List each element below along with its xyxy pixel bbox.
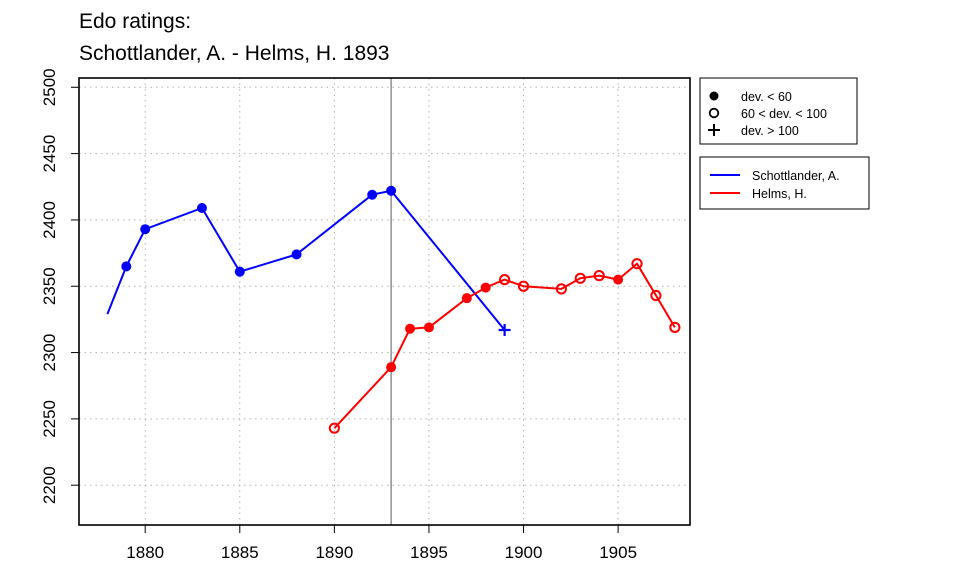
series-2 [328, 258, 681, 434]
x-tick-label: 1895 [410, 543, 448, 562]
data-point [498, 324, 511, 337]
chart-title: Edo ratings: [79, 10, 191, 33]
data-point [574, 272, 586, 284]
data-point [423, 322, 434, 333]
data-point [196, 202, 207, 213]
data-point [121, 261, 132, 272]
data-point [386, 185, 397, 196]
x-tick-label: 1880 [126, 543, 164, 562]
series-line [106, 189, 506, 331]
series-legend: Schottlander, A. Helms, H. [699, 156, 870, 210]
marker-legend: dev. < 60 60 < dev. < 100 dev. > 100 [699, 77, 858, 145]
data-point [386, 362, 397, 373]
data-point [631, 258, 643, 270]
x-tick-label: 1890 [315, 543, 353, 562]
x-tick-label: 1905 [599, 543, 637, 562]
legend-label-dev-60-100: 60 < dev. < 100 [741, 107, 827, 121]
data-point [517, 280, 530, 292]
x-tick-label: 1885 [221, 543, 259, 562]
series-line [333, 262, 676, 429]
data-point [593, 270, 605, 282]
data-point [613, 274, 624, 285]
data-point [650, 289, 662, 302]
series-layer [106, 185, 681, 434]
data-point [480, 282, 491, 293]
data-point [234, 266, 245, 277]
legend-label-dev-gt-100: dev. > 100 [741, 124, 799, 138]
series-legend-box [699, 156, 870, 210]
legend-series-schottlander: Schottlander, A. [752, 169, 840, 183]
data-point [140, 224, 151, 235]
y-tick-label: 2450 [40, 135, 59, 173]
data-point [367, 189, 378, 200]
y-tick-label: 2400 [40, 201, 59, 239]
y-tick-label: 2250 [40, 400, 59, 438]
x-axis: 1880 1885 1890 1895 1900 1905 [126, 524, 637, 562]
data-point [499, 274, 511, 286]
legend-filled-circle-icon [709, 91, 719, 101]
legend-series-helms: Helms, H. [752, 187, 807, 201]
x-tick-label: 1900 [505, 543, 543, 562]
data-point [669, 321, 681, 333]
legend-plus-icon [708, 124, 720, 136]
data-point [555, 283, 567, 295]
legend-label-dev-lt-60: dev. < 60 [741, 90, 792, 104]
y-tick-label: 2500 [40, 68, 59, 106]
y-axis: 2200 2250 2300 2350 2400 2450 2500 [40, 68, 80, 504]
y-tick-label: 2300 [40, 334, 59, 372]
data-point [328, 422, 340, 434]
plot-frame [78, 77, 691, 526]
legend-open-circle-icon [708, 107, 720, 119]
data-point [291, 249, 302, 260]
chart-subtitle: Schottlander, A. - Helms, H. 1893 [79, 42, 390, 65]
y-tick-label: 2200 [40, 466, 59, 504]
data-point [405, 323, 416, 334]
data-point [461, 293, 472, 304]
y-tick-label: 2350 [40, 267, 59, 305]
grid [79, 78, 690, 525]
series-1 [106, 185, 511, 337]
marker-legend-box [699, 77, 858, 145]
